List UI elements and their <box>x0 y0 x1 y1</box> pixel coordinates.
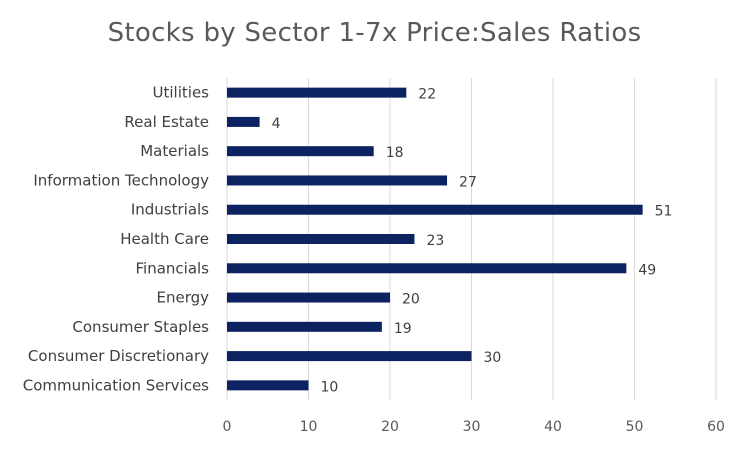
data-label: 27 <box>459 174 477 190</box>
bar-communication-services <box>227 380 309 391</box>
data-label: 19 <box>394 321 412 337</box>
category-label: Consumer Staples <box>72 318 209 336</box>
bar-industrials <box>227 204 643 215</box>
bar-materials <box>227 146 374 157</box>
chart-title: Stocks by Sector 1-7x Price:Sales Ratios <box>107 18 642 48</box>
x-tick-label: 50 <box>626 419 644 435</box>
x-tick-label: 40 <box>544 419 562 435</box>
x-tick-label: 10 <box>300 419 318 435</box>
category-label: Real Estate <box>124 113 209 131</box>
category-label: Energy <box>156 289 209 307</box>
x-tick-label: 60 <box>707 419 725 435</box>
category-label: Materials <box>140 142 209 160</box>
bar-consumer-discretionary <box>227 351 472 362</box>
category-label: Health Care <box>120 230 209 248</box>
category-label: Communication Services <box>23 376 209 394</box>
category-label: Financials <box>136 259 210 277</box>
bar-health-care <box>227 234 415 244</box>
x-tick-label: 30 <box>463 419 481 435</box>
bar-financials <box>227 263 627 274</box>
data-label: 10 <box>321 379 339 395</box>
bar-consumer-staples <box>227 321 382 332</box>
data-label: 23 <box>426 233 444 249</box>
data-label: 18 <box>386 145 404 161</box>
bar-real-estate <box>227 116 260 127</box>
data-label: 20 <box>402 292 420 308</box>
category-label: Utilities <box>153 84 210 102</box>
data-label: 51 <box>655 204 673 220</box>
category-label: Information Technology <box>33 171 209 189</box>
bar-energy <box>227 292 390 303</box>
data-label: 30 <box>484 350 502 366</box>
bar-information-technology <box>227 175 448 186</box>
x-tick-label: 0 <box>223 419 232 435</box>
data-label: 22 <box>418 87 436 103</box>
data-label: 49 <box>638 262 656 278</box>
category-label: Consumer Discretionary <box>28 347 209 365</box>
x-tick-label: 20 <box>381 419 399 435</box>
category-label: Industrials <box>131 201 209 219</box>
data-label: 4 <box>272 116 281 132</box>
bar-utilities <box>227 87 407 98</box>
